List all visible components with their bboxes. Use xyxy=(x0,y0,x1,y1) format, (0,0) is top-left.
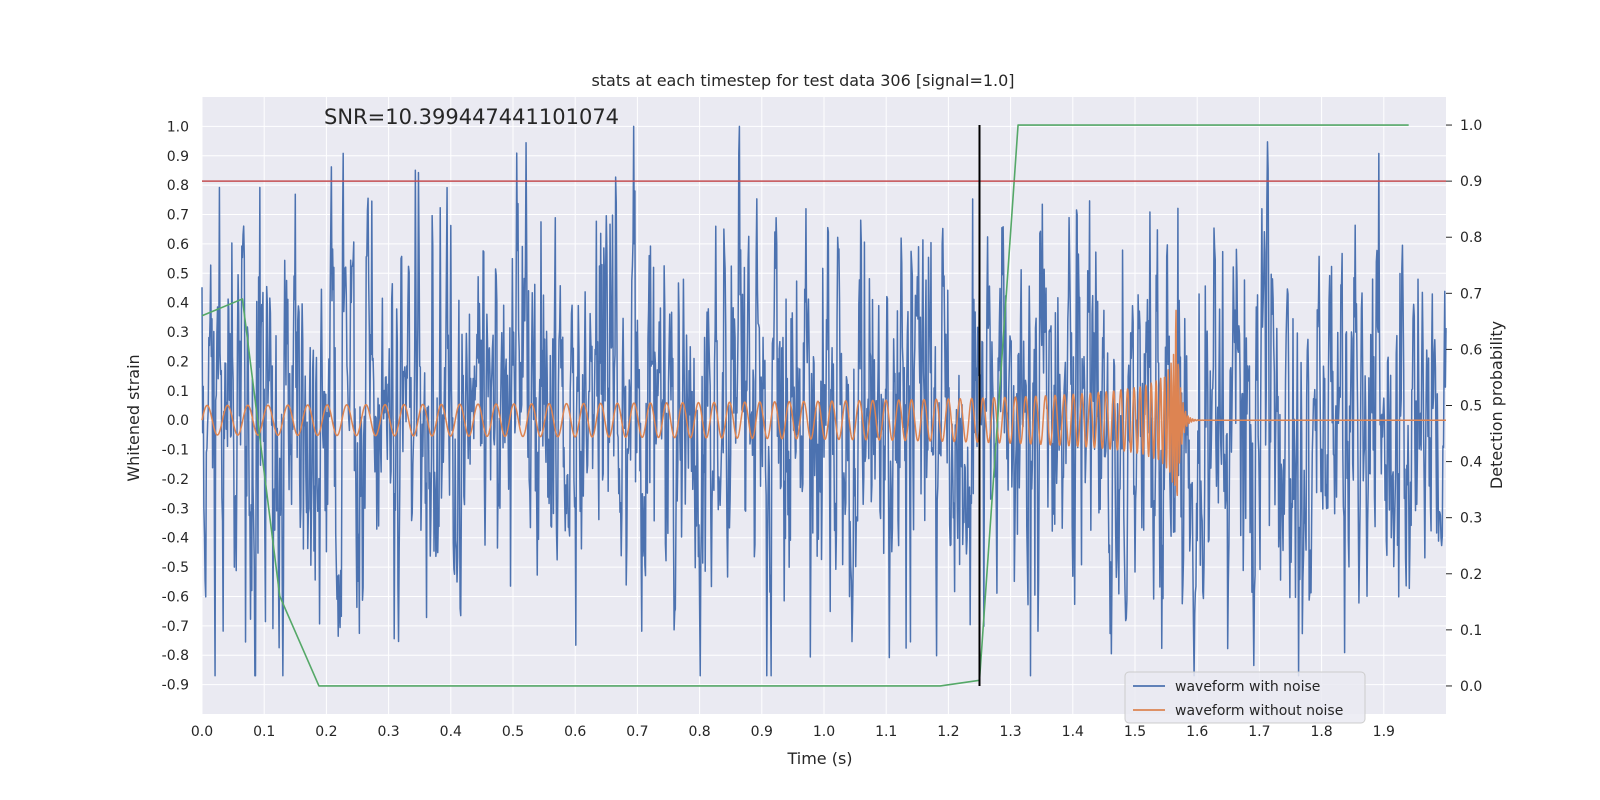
y-left-tick-label: -0.8 xyxy=(162,648,189,664)
series-line-waveform-with-noise xyxy=(201,125,1447,677)
y-axis-right-label: Detection probability xyxy=(1487,321,1506,489)
overlay-layer xyxy=(201,124,1446,687)
x-tick-label: 1.4 xyxy=(1062,724,1084,740)
x-axis-label: Time (s) xyxy=(786,749,852,768)
x-tick-label: 0.5 xyxy=(502,724,524,740)
y-left-tick-label: 0.9 xyxy=(167,149,189,165)
y-left-tick-label: 0.2 xyxy=(167,354,189,370)
y-right-tick-label: 0.7 xyxy=(1460,286,1482,302)
series-layer xyxy=(201,125,1447,677)
y-right-tick-label: 0.6 xyxy=(1460,342,1482,358)
x-tick-label: 0.1 xyxy=(253,724,275,740)
chart-title: stats at each timestep for test data 306… xyxy=(591,71,1014,90)
x-tick-label: 1.8 xyxy=(1310,724,1332,740)
y-left-tick-label: 0.6 xyxy=(167,237,189,253)
y-left-tick-label: -0.3 xyxy=(162,501,189,517)
x-tick-label: 1.1 xyxy=(875,724,897,740)
y-left-tick-label: 1.0 xyxy=(167,119,189,135)
y-right-tick-label: 0.1 xyxy=(1460,623,1482,639)
y-left-tick-label: -0.9 xyxy=(162,678,189,694)
y-right-tick-label: 1.0 xyxy=(1460,118,1482,134)
y-left-tick-label: -0.4 xyxy=(162,531,189,547)
x-tick-label: 1.5 xyxy=(1124,724,1146,740)
legend-box xyxy=(1124,671,1366,724)
y-axis-left-label: Whitened strain xyxy=(124,354,143,481)
x-tick-label: 0.8 xyxy=(688,724,710,740)
x-tick-label: 1.0 xyxy=(813,724,835,740)
series-line-waveform-without-noise xyxy=(201,309,1447,497)
y-right-axis-ticks: 1.0 0.9 0.8 0.7 0.6 0.5 0.4 0.3 0.2 0.1 0.0 xyxy=(1446,118,1482,695)
x-tick-label: 1.3 xyxy=(999,724,1021,740)
y-right-tick-label: 0.8 xyxy=(1460,230,1482,246)
y-right-tick-label: 0.4 xyxy=(1460,455,1482,471)
x-tick-label: 1.6 xyxy=(1186,724,1208,740)
x-tick-label: 0.3 xyxy=(377,724,399,740)
y-left-tick-label: -0.6 xyxy=(162,589,189,605)
y-right-tick-label: 0.0 xyxy=(1460,679,1482,695)
x-tick-label: 1.7 xyxy=(1248,724,1270,740)
y-left-tick-label: 0.1 xyxy=(167,384,189,400)
y-left-tick-label: -0.2 xyxy=(162,472,189,488)
x-tick-label: 0.4 xyxy=(440,724,462,740)
snr-annotation: SNR=10.399447441101074 xyxy=(324,105,619,129)
legend-label-clean: waveform without noise xyxy=(1175,703,1343,719)
x-axis-ticks: 0.0 0.1 0.2 0.3 0.4 0.5 0.6 0.7 0.8 0.9 1.0 1.1 1.2 1… xyxy=(191,724,1395,740)
x-tick-label: 0.6 xyxy=(564,724,586,740)
y-left-tick-label: 0.3 xyxy=(167,325,189,341)
legend: waveform with noise waveform without noi… xyxy=(1124,671,1366,724)
legend-label-noise: waveform with noise xyxy=(1175,679,1320,695)
x-tick-label: 0.0 xyxy=(191,724,213,740)
y-left-tick-label: -0.7 xyxy=(162,619,189,635)
y-left-tick-label: -0.5 xyxy=(162,560,189,576)
y-left-tick-label: -0.1 xyxy=(162,443,189,459)
series-line-detection-probability xyxy=(201,124,1409,687)
y-left-tick-label: 0.0 xyxy=(167,413,189,429)
y-right-tick-label: 0.3 xyxy=(1460,511,1482,527)
y-right-tick-label: 0.9 xyxy=(1460,174,1482,190)
x-tick-label: 1.2 xyxy=(937,724,959,740)
y-left-tick-label: 0.8 xyxy=(167,178,189,194)
y-left-tick-label: 0.7 xyxy=(167,208,189,224)
y-left-tick-label: 0.4 xyxy=(167,296,189,312)
x-tick-label: 0.2 xyxy=(315,724,337,740)
y-right-tick-label: 0.5 xyxy=(1460,399,1482,415)
x-tick-label: 1.9 xyxy=(1373,724,1395,740)
y-left-tick-label: 0.5 xyxy=(167,266,189,282)
x-tick-label: 0.9 xyxy=(751,724,773,740)
y-right-tick-label: 0.2 xyxy=(1460,567,1482,583)
x-tick-label: 0.7 xyxy=(626,724,648,740)
y-left-axis-ticks: 1.0 0.9 0.8 0.7 0.6 0.5 0.4 0.3 0.2 0.1 0.0 -0.1 -0.… xyxy=(162,119,189,693)
